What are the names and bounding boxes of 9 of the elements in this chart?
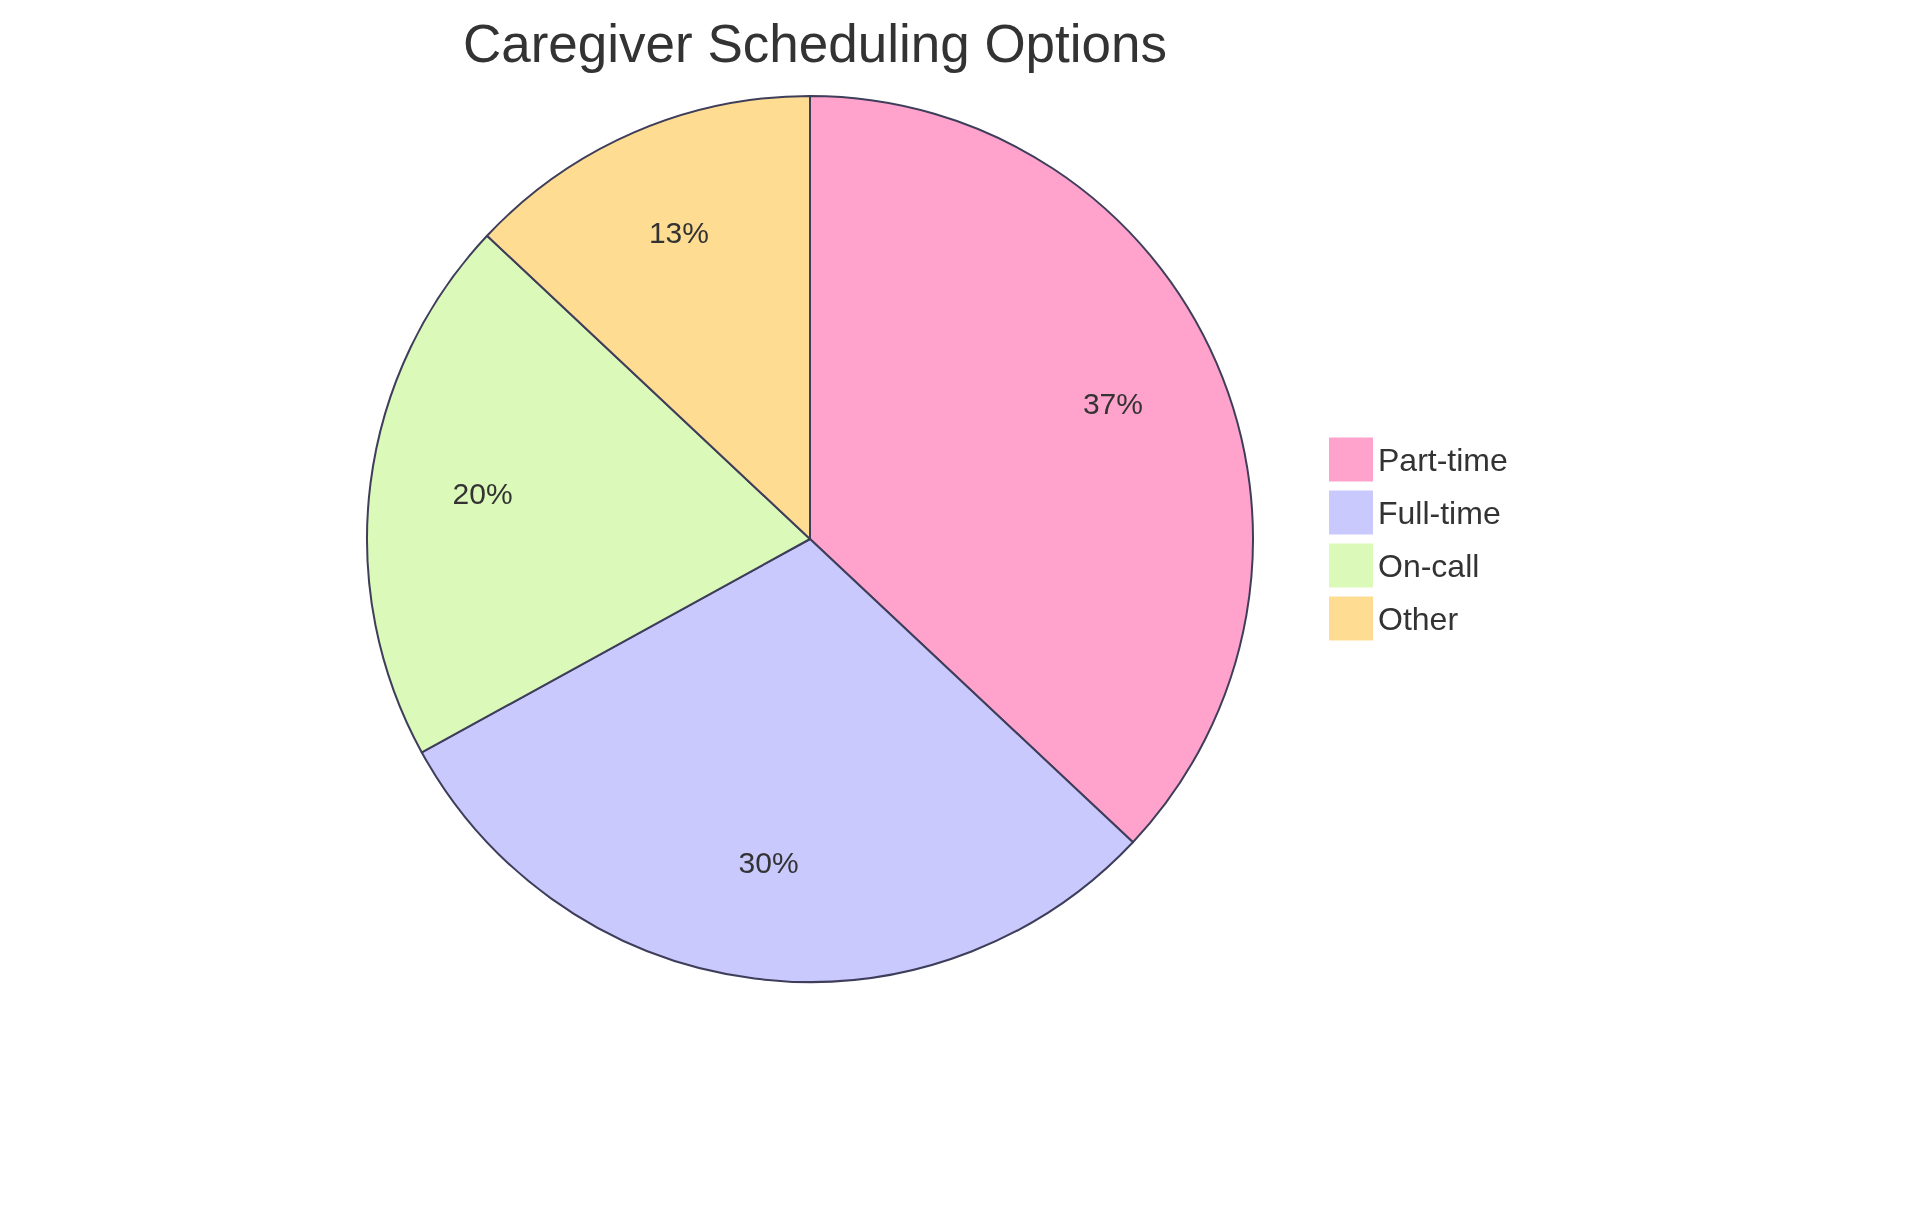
data-label: 13% [648,215,709,249]
chart-title: Caregiver Scheduling Options [462,14,1168,73]
legend-label: Other [1378,600,1459,637]
data-label: 30% [738,845,799,879]
data-label: 37% [1082,387,1143,421]
legend-label: On-call [1378,547,1480,584]
legend-label: Full-time [1378,494,1501,531]
data-label: 20% [452,477,513,511]
legend-label: Part-time [1378,441,1508,478]
